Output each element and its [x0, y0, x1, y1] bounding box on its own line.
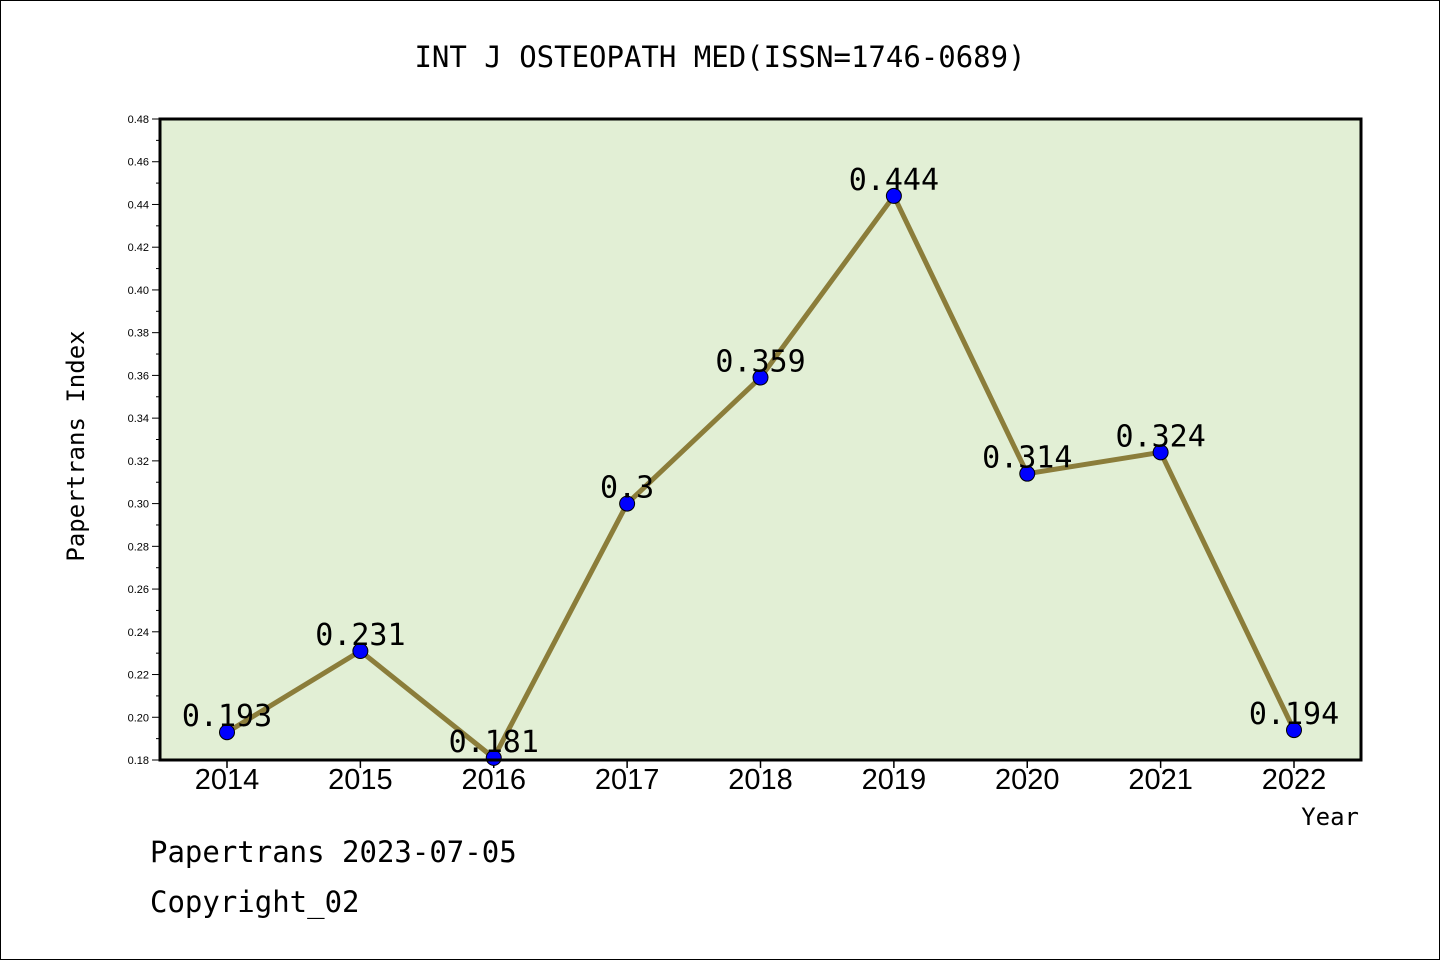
y-tick-label: 0.38 — [128, 328, 149, 340]
data-label: 0.314 — [982, 441, 1072, 476]
y-tick-label: 0.48 — [128, 114, 149, 126]
x-tick-label: 2020 — [995, 764, 1060, 796]
data-point — [485, 749, 502, 766]
data-point — [752, 369, 769, 386]
y-axis: 0.18 0.20 0.22 0.24 0.26 0.28 0.30 0.32 0.34 0.36… — [128, 114, 160, 767]
data-point — [1286, 722, 1302, 739]
data-label: 0.444 — [849, 163, 939, 198]
y-tick-label: 0.34 — [128, 413, 149, 425]
x-axis: 2014 2015 2016 2017 2018 2019 2020 2021 2022 — [195, 760, 1327, 796]
x-tick-label: 2017 — [595, 764, 660, 796]
y-tick-label: 0.20 — [128, 712, 149, 724]
data-label: 0.181 — [449, 725, 539, 760]
x-tick-label: 2019 — [862, 764, 927, 796]
data-point — [619, 495, 636, 512]
y-tick-label: 0.18 — [128, 755, 149, 767]
plot-border — [158, 117, 1363, 762]
x-axis-label: Year — [1301, 803, 1359, 831]
data-label: 0.3 — [600, 471, 654, 506]
x-tick-label: 2022 — [1262, 764, 1327, 796]
y-tick-label: 0.30 — [128, 499, 149, 511]
y-tick-label: 0.28 — [128, 541, 149, 553]
data-point — [219, 724, 235, 741]
x-tick-label: 2016 — [461, 764, 526, 796]
chart-title: INT J OSTEOPATH MED(ISSN=1746-0689) — [414, 40, 1025, 74]
y-tick-label: 0.46 — [128, 157, 149, 169]
copyright-text: Copyright_02 — [150, 885, 360, 919]
y-tick-label: 0.24 — [128, 627, 149, 639]
data-point — [1152, 444, 1169, 461]
data-label: 0.231 — [315, 618, 405, 653]
x-tick-label: 2015 — [328, 764, 393, 796]
data-label: 0.193 — [182, 699, 272, 734]
y-tick-label: 0.26 — [128, 584, 149, 596]
data-label: 0.194 — [1249, 697, 1339, 732]
data-label: 0.359 — [715, 345, 805, 380]
y-tick-label: 0.32 — [128, 456, 149, 468]
data-point — [352, 643, 369, 660]
y-tick-label: 0.36 — [128, 370, 149, 382]
x-tick-label: 2021 — [1128, 764, 1193, 796]
x-tick-label: 2014 — [195, 764, 260, 796]
data-point — [885, 187, 902, 204]
data-markers — [219, 187, 1302, 766]
y-tick-label: 0.44 — [128, 199, 149, 211]
data-labels: 0.193 0.231 0.181 0.3 0.359 0.444 0.314 0.324 0.… — [182, 163, 1339, 760]
y-tick-label: 0.22 — [128, 670, 149, 682]
data-label: 0.324 — [1115, 419, 1205, 454]
y-tick-label: 0.40 — [128, 285, 149, 297]
source-text: Papertrans 2023-07-05 — [150, 835, 517, 869]
y-axis-label: Papertrans Index — [62, 330, 90, 561]
y-tick-label: 0.42 — [128, 242, 149, 254]
x-tick-label: 2018 — [728, 764, 793, 796]
data-point — [1019, 465, 1036, 482]
